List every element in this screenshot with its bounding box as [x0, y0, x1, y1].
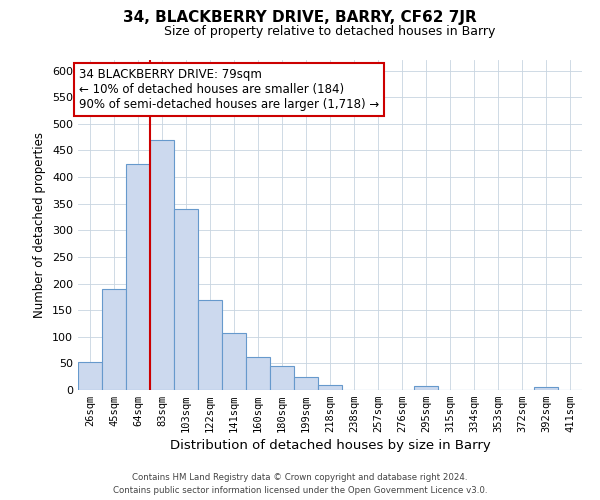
Y-axis label: Number of detached properties: Number of detached properties — [34, 132, 46, 318]
Bar — [246, 357, 270, 390]
Text: Contains HM Land Registry data © Crown copyright and database right 2024.
Contai: Contains HM Land Registry data © Crown c… — [113, 474, 487, 495]
Text: 34 BLACKBERRY DRIVE: 79sqm
← 10% of detached houses are smaller (184)
90% of sem: 34 BLACKBERRY DRIVE: 79sqm ← 10% of deta… — [79, 68, 379, 111]
Title: Size of property relative to detached houses in Barry: Size of property relative to detached ho… — [164, 25, 496, 38]
Bar — [534, 388, 558, 390]
Bar — [174, 209, 198, 390]
Bar — [318, 384, 342, 390]
X-axis label: Distribution of detached houses by size in Barry: Distribution of detached houses by size … — [170, 440, 490, 452]
Bar — [150, 140, 174, 390]
Text: 34, BLACKBERRY DRIVE, BARRY, CF62 7JR: 34, BLACKBERRY DRIVE, BARRY, CF62 7JR — [123, 10, 477, 25]
Bar — [414, 386, 438, 390]
Bar — [294, 376, 318, 390]
Bar — [102, 289, 126, 390]
Bar — [198, 300, 222, 390]
Bar — [78, 362, 102, 390]
Bar — [126, 164, 150, 390]
Bar — [222, 333, 246, 390]
Bar — [270, 366, 294, 390]
